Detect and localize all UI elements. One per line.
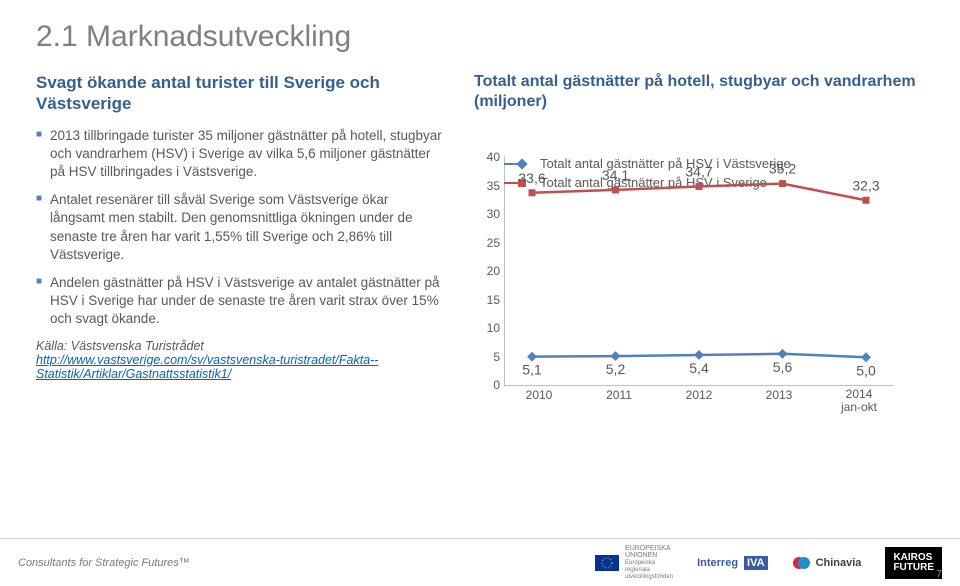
right-column: Totalt antal gästnätter på hotell, stugb… (474, 72, 924, 416)
chart-data-label: 34,7 (685, 163, 712, 179)
source-label: Källa: Västsvenska Turistrådet (36, 339, 204, 353)
page-number: 7 (936, 568, 942, 580)
chart-marker (863, 197, 870, 204)
chart-marker (861, 352, 871, 362)
slide: 2.1 Marknadsutveckling Svagt ökande anta… (0, 0, 960, 586)
slide-title: 2.1 Marknadsutveckling (36, 20, 924, 54)
bullet-item: Andelen gästnätter på HSV i Västsverige … (36, 274, 446, 329)
chart-data-label: 5,0 (856, 362, 876, 378)
chart-y-axis: 40 35 30 25 20 15 10 5 0 (474, 150, 500, 392)
x-tick-label: 2012 (664, 388, 734, 414)
left-subtitle: Svagt ökande antal turister till Sverige… (36, 72, 446, 115)
y-tick-label: 0 (493, 378, 500, 392)
footer-tagline: Consultants for Strategic Futures™ (18, 557, 190, 569)
legend-swatch (504, 182, 526, 184)
logo-chinavia: Chinavia (792, 554, 862, 572)
footer-bar: Consultants for Strategic Futures™ EUROP… (0, 538, 960, 586)
logo-interreg: Interreg IVA (697, 556, 768, 570)
chart-data-label: 5,4 (689, 360, 709, 376)
line-chart: 4035302520151050 5,15,25,45,65,033,634,1… (474, 156, 904, 416)
chart-marker (696, 183, 703, 190)
chart-data-label: 35,2 (769, 161, 796, 177)
y-tick-label: 30 (487, 207, 500, 221)
chart-data-label: 5,6 (773, 359, 793, 375)
chart-x-axis: 2010 2011 2012 2013 2014jan-okt (504, 388, 894, 414)
source-block: Källa: Västsvenska Turistrådet http://ww… (36, 339, 446, 381)
chart-marker (778, 349, 788, 359)
chart-marker (611, 351, 621, 361)
y-tick-label: 15 (487, 293, 500, 307)
chart-marker (779, 180, 786, 187)
x-tick-label: 2010 (504, 388, 574, 414)
x-tick-label: 2014jan-okt (824, 388, 894, 414)
chart-marker (527, 352, 537, 362)
bullet-item: 2013 tillbringade turister 35 miljoner g… (36, 127, 446, 182)
chart-data-label: 32,3 (852, 177, 879, 193)
left-column: Svagt ökande antal turister till Sverige… (36, 72, 446, 416)
chart-data-label: 5,1 (522, 362, 542, 378)
source-link[interactable]: http://www.vastsverige.com/sv/vastsvensk… (36, 353, 378, 381)
logo-kairos-future: KAIROSFUTURE (885, 547, 942, 579)
chart-marker (529, 189, 536, 196)
bullet-list: 2013 tillbringade turister 35 miljoner g… (36, 127, 446, 329)
chart-data-label: 5,2 (606, 361, 626, 377)
y-tick-label: 5 (493, 350, 500, 364)
bullet-item: Antalet resenärer till såväl Sverige som… (36, 191, 446, 264)
x-tick-label: 2011 (584, 388, 654, 414)
chart-marker (612, 186, 619, 193)
y-tick-label: 35 (487, 179, 500, 193)
y-tick-label: 25 (487, 236, 500, 250)
y-tick-label: 10 (487, 321, 500, 335)
content-columns: Svagt ökande antal turister till Sverige… (36, 72, 924, 416)
logo-eu: EUROPEISKAUNIONENEuropeiskaregionalautve… (595, 545, 673, 580)
x-tick-label: 2013 (744, 388, 814, 414)
y-tick-label: 20 (487, 264, 500, 278)
chart-data-label: 34,1 (602, 167, 629, 183)
chart-title: Totalt antal gästnätter på hotell, stugb… (474, 72, 924, 112)
chart-marker (694, 350, 704, 360)
y-tick-label: 40 (487, 150, 500, 164)
chart-plot-area: 5,15,25,45,65,033,634,134,735,232,3 (504, 156, 894, 386)
